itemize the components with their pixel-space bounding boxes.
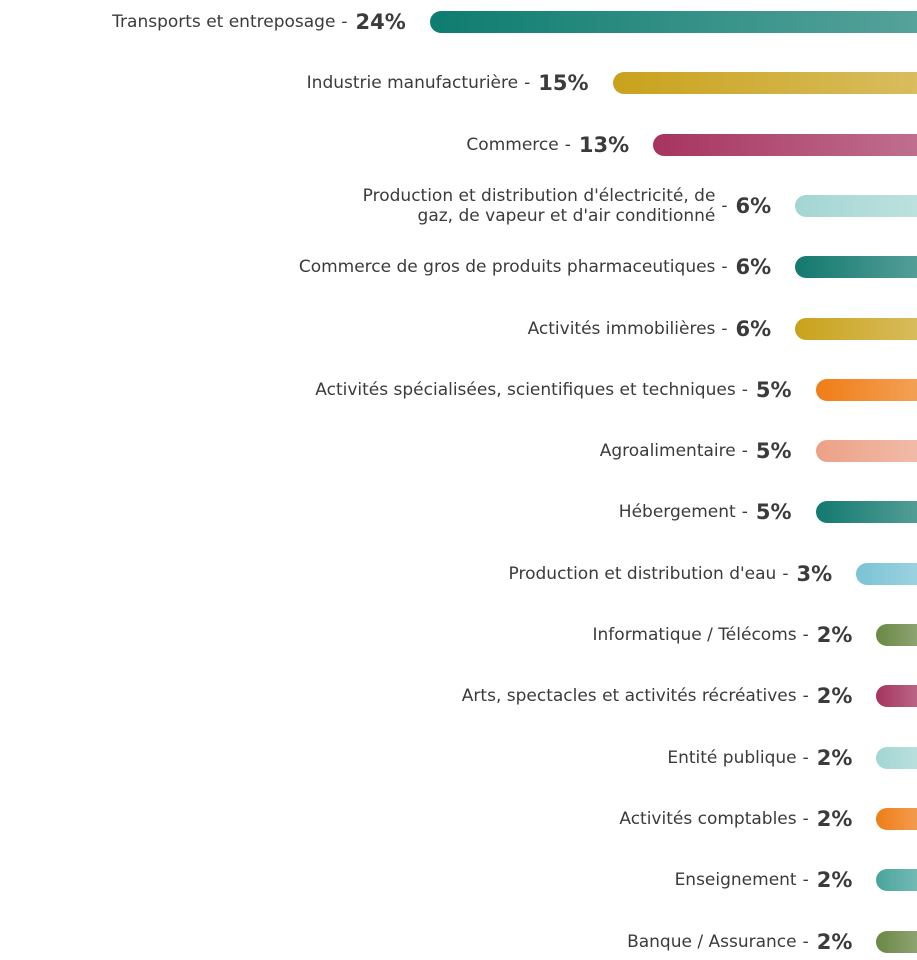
separator: - bbox=[524, 73, 531, 94]
category-label: Production et distribution d'électricité… bbox=[362, 185, 716, 226]
category-label: Enseignement bbox=[674, 870, 797, 891]
bar bbox=[795, 194, 917, 217]
category-label: Banque / Assurance bbox=[627, 931, 797, 952]
bar-label: Industrie manufacturière -15% bbox=[307, 61, 589, 105]
bar-label: Activités spécialisées, scientifiques et… bbox=[315, 368, 791, 412]
bar bbox=[795, 256, 917, 279]
separator: - bbox=[782, 563, 789, 584]
bar-label: Entité publique -2% bbox=[667, 736, 852, 780]
category-label: Activités immobilières bbox=[527, 318, 716, 339]
bar-label: Production et distribution d'électricité… bbox=[363, 184, 772, 228]
category-label: Activités comptables bbox=[619, 808, 797, 829]
separator: - bbox=[741, 379, 748, 400]
bar bbox=[856, 562, 917, 585]
bar bbox=[876, 685, 917, 708]
value-label: 5% bbox=[755, 377, 792, 402]
value-label: 3% bbox=[796, 561, 833, 586]
value-label: 2% bbox=[816, 868, 853, 893]
value-label: 5% bbox=[755, 500, 792, 525]
bar bbox=[876, 869, 917, 892]
separator: - bbox=[741, 441, 748, 462]
bar bbox=[653, 133, 917, 156]
bar-label: Agroalimentaire -5% bbox=[600, 429, 792, 473]
value-label: 2% bbox=[816, 929, 853, 954]
separator: - bbox=[564, 134, 571, 155]
bar-label: Informatique / Télécoms -2% bbox=[593, 613, 853, 657]
bar bbox=[876, 930, 917, 953]
bar bbox=[429, 11, 917, 33]
value-label: 24% bbox=[355, 10, 406, 34]
separator: - bbox=[341, 12, 348, 32]
value-label: 2% bbox=[816, 623, 853, 647]
value-label: 2% bbox=[816, 806, 853, 831]
bar-label: Commerce -13% bbox=[466, 123, 629, 167]
bar-label: Arts, spectacles et activités récréative… bbox=[462, 674, 853, 718]
category-label: Transports et entreposage bbox=[112, 12, 336, 32]
bar bbox=[876, 746, 917, 769]
bar-label: Production et distribution d'eau -3% bbox=[509, 552, 833, 596]
value-label: 5% bbox=[755, 439, 792, 464]
bar-label: Transports et entreposage -24% bbox=[112, 0, 406, 44]
separator: - bbox=[741, 502, 748, 523]
separator: - bbox=[802, 686, 809, 707]
value-label: 2% bbox=[816, 684, 853, 709]
separator: - bbox=[802, 808, 809, 829]
category-label: Industrie manufacturière bbox=[306, 73, 519, 94]
category-label: Production et distribution d'eau bbox=[508, 563, 777, 584]
bar bbox=[815, 378, 917, 401]
category-label: Arts, spectacles et activités récréative… bbox=[461, 686, 797, 707]
bar bbox=[795, 317, 917, 340]
bar bbox=[815, 440, 917, 463]
category-label: Commerce bbox=[466, 134, 559, 155]
separator: - bbox=[721, 195, 728, 216]
category-label: Entité publique bbox=[667, 747, 797, 768]
bar bbox=[876, 624, 917, 646]
separator: - bbox=[802, 747, 809, 768]
value-label: 6% bbox=[735, 316, 772, 341]
value-label: 6% bbox=[735, 255, 772, 280]
separator: - bbox=[721, 318, 728, 339]
bar-label: Commerce de gros de produits pharmaceuti… bbox=[299, 245, 771, 289]
separator: - bbox=[721, 257, 728, 278]
bar bbox=[612, 72, 917, 95]
category-label: Informatique / Télécoms bbox=[592, 625, 797, 645]
bar bbox=[815, 501, 917, 524]
bar-label: Activités immobilières -6% bbox=[528, 307, 772, 351]
separator: - bbox=[802, 625, 809, 645]
category-label: Agroalimentaire bbox=[599, 441, 736, 462]
category-label: Activités spécialisées, scientifiques et… bbox=[315, 379, 736, 400]
separator: - bbox=[802, 870, 809, 891]
value-label: 13% bbox=[578, 132, 630, 157]
bar bbox=[876, 807, 917, 830]
value-label: 15% bbox=[538, 71, 589, 96]
bar-label: Activités comptables -2% bbox=[619, 797, 852, 841]
bar-label: Banque / Assurance -2% bbox=[627, 920, 852, 960]
bar-label: Hébergement -5% bbox=[619, 490, 792, 534]
separator: - bbox=[802, 931, 809, 952]
category-label: Commerce de gros de produits pharmaceuti… bbox=[298, 257, 716, 278]
value-label: 6% bbox=[735, 193, 772, 218]
value-label: 2% bbox=[816, 745, 853, 770]
category-label: Hébergement bbox=[618, 502, 736, 523]
bar-label: Enseignement -2% bbox=[675, 858, 853, 902]
